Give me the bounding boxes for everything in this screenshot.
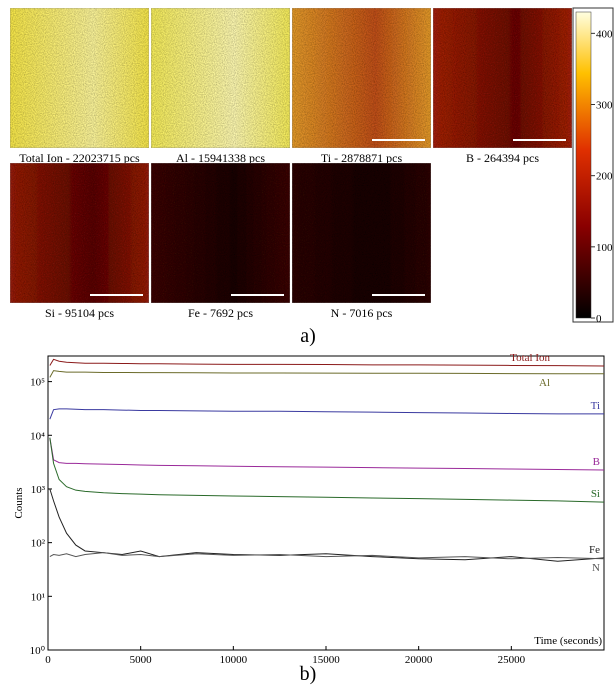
- series-line: [49, 358, 605, 367]
- colorbar-tick-label: 300: [596, 100, 613, 112]
- series-label: Fe: [589, 544, 600, 556]
- panel-label: b): [300, 663, 317, 685]
- y-axis-label: Counts: [13, 487, 25, 518]
- y-tick-label: 10¹: [31, 591, 45, 603]
- colorbar-tick-label: 0: [596, 313, 602, 325]
- series-label: Total Ion: [510, 352, 550, 364]
- element-map: [150, 162, 291, 304]
- element-map: [432, 7, 573, 149]
- x-axis-label: Time (seconds): [534, 635, 602, 647]
- colorbar: [575, 11, 592, 319]
- map-label: Total Ion - 22023715 pcs: [19, 151, 140, 165]
- y-tick-label: 10⁴: [30, 430, 45, 442]
- map-label: Ti - 2878871 pcs: [321, 151, 403, 165]
- series-label: Ti: [591, 400, 600, 412]
- y-tick-label: 10²: [31, 538, 46, 550]
- series-label: Si: [591, 488, 600, 500]
- x-tick-label: 15000: [312, 654, 340, 666]
- series-line: [49, 488, 605, 562]
- panel-label: a): [300, 325, 316, 347]
- element-map: [9, 7, 150, 149]
- series-line: [49, 437, 605, 471]
- y-tick-label: 10⁵: [30, 377, 45, 389]
- colorbar-tick-label: 400: [596, 28, 613, 40]
- colorbar-frame: [572, 7, 614, 323]
- series-line: [49, 437, 605, 503]
- element-map: [291, 162, 432, 304]
- series-line: [49, 552, 605, 560]
- y-tick-label: 10³: [31, 484, 46, 496]
- element-map: [150, 7, 291, 149]
- map-label: Si - 95104 pcs: [45, 306, 114, 320]
- element-map: [291, 7, 432, 149]
- x-tick-label: 20000: [405, 654, 433, 666]
- x-tick-label: 25000: [498, 654, 526, 666]
- map-label: B - 264394 pcs: [466, 151, 539, 165]
- map-label: Al - 15941338 pcs: [176, 151, 265, 165]
- series-line: [49, 370, 604, 378]
- series-line: [49, 408, 604, 420]
- series-label: N: [592, 562, 600, 574]
- series-label: B: [593, 456, 600, 468]
- x-tick-label: 0: [45, 654, 51, 666]
- x-tick-label: 10000: [220, 654, 248, 666]
- element-map: [9, 162, 150, 304]
- series-label: Al: [539, 377, 550, 389]
- map-label: Fe - 7692 pcs: [188, 306, 253, 320]
- map-label: N - 7016 pcs: [331, 306, 393, 320]
- colorbar-tick-label: 200: [596, 171, 613, 183]
- x-tick-label: 5000: [130, 654, 153, 666]
- plot-frame: [47, 355, 605, 651]
- colorbar-tick-label: 100: [596, 242, 613, 254]
- y-tick-label: 10⁰: [30, 645, 46, 657]
